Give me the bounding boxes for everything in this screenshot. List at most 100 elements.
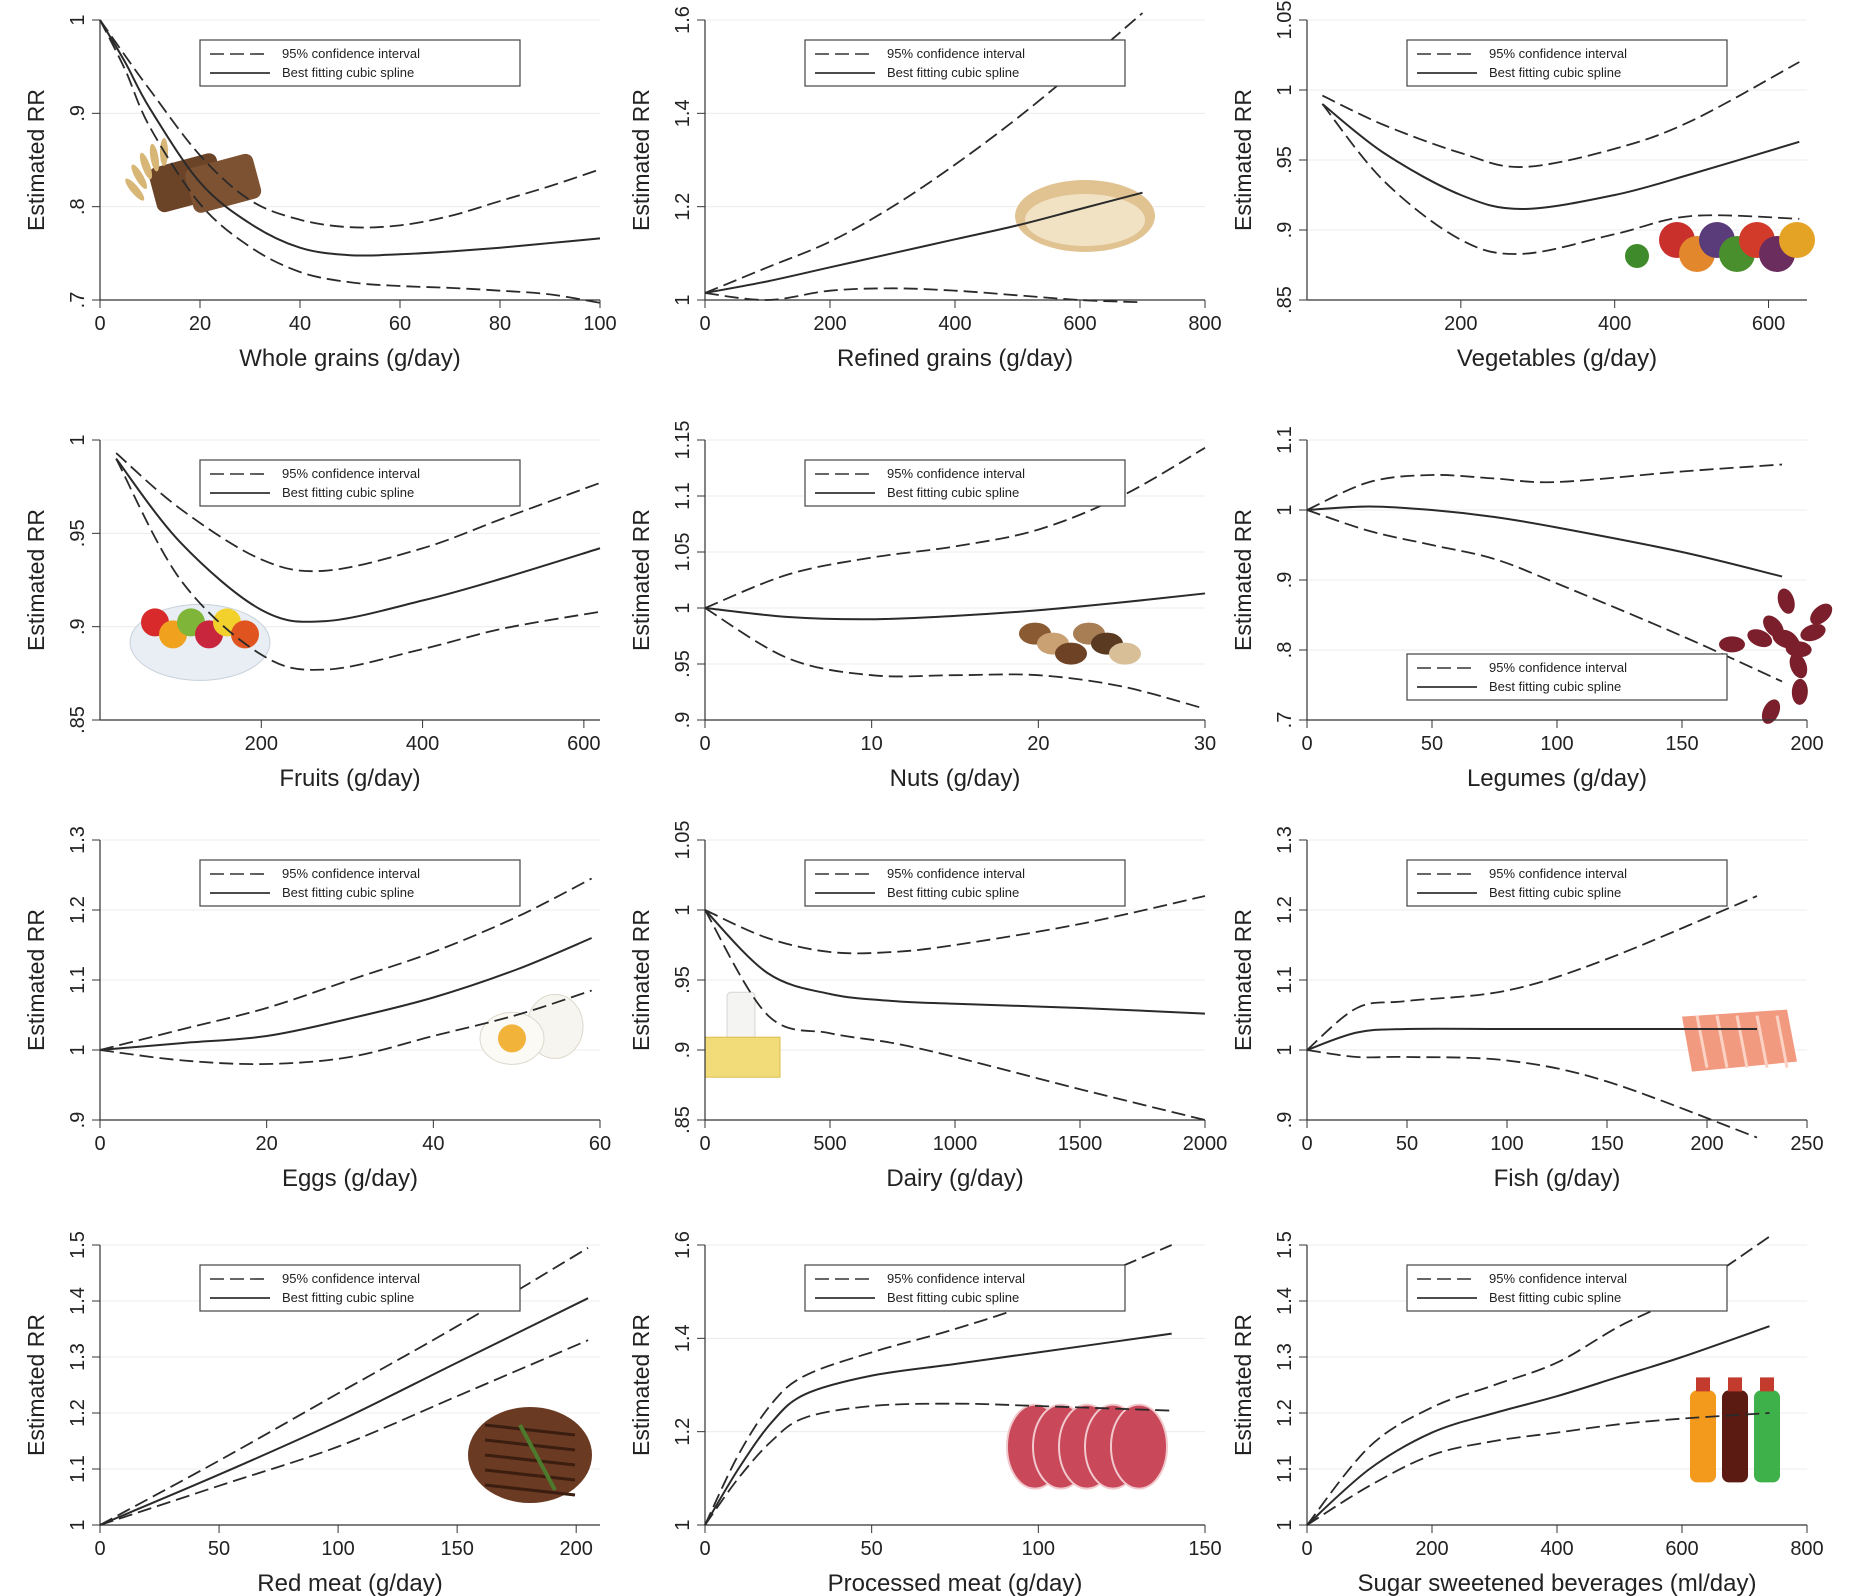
x-tick-label: 60 <box>589 1133 611 1155</box>
y-tick-label: 1.5 <box>1274 1231 1296 1259</box>
chart-panel: 0 20 40 60 .9 1 1.1 1.2 1.3 Eggs (g/day) Estimated… <box>23 826 611 1192</box>
grain-stalk-shape <box>149 143 160 172</box>
salami-slices-photo <box>1006 1403 1168 1490</box>
x-tick-label: 20 <box>256 1133 278 1155</box>
cheese-shape <box>704 1036 781 1078</box>
y-axis-label: Estimated RR <box>628 1314 654 1456</box>
herb-sprig-shape <box>518 1424 557 1491</box>
spline-line <box>704 191 1143 294</box>
spline-line <box>1306 1027 1757 1051</box>
legend-box <box>199 459 521 507</box>
x-axis-label: Dairy (g/day) <box>886 1165 1023 1192</box>
y-axis-label: Estimated RR <box>1230 89 1256 231</box>
legend-label-ci: 95% confidence interval <box>282 46 420 61</box>
y-axis-label: Estimated RR <box>628 509 654 651</box>
legend-label-spline: Best fitting cubic spline <box>887 885 1019 900</box>
x-tick-label: 40 <box>422 1133 444 1155</box>
x-tick-label: 200 <box>560 1538 593 1560</box>
legend-label-ci: 95% confidence interval <box>1489 866 1627 881</box>
x-tick-label: 150 <box>1590 1133 1623 1155</box>
y-tick-label: .85 <box>67 706 89 734</box>
ci-line <box>99 989 592 1066</box>
y-axis-label: Estimated RR <box>23 89 49 231</box>
x-tick-label: 60 <box>389 313 411 335</box>
legend-label-ci: 95% confidence interval <box>887 866 1025 881</box>
legend-label-spline: Best fitting cubic spline <box>282 65 414 80</box>
chart-panel: 0 20 40 60 80 100 .7 .8 .9 1 Whole grains (g/day) E… <box>23 14 617 372</box>
yolk-shape <box>498 1024 526 1053</box>
y-tick-label: 1 <box>1274 84 1296 95</box>
fruit-bowl-photo <box>129 603 271 681</box>
y-tick-label: 1 <box>67 434 89 445</box>
salami-slice-shape <box>1110 1403 1168 1490</box>
spline-line <box>1321 103 1800 211</box>
y-tick-label: 1.4 <box>1274 1287 1296 1315</box>
salmon-stripe-shape <box>1775 1015 1789 1068</box>
legend-label-ci: 95% confidence interval <box>1489 660 1627 675</box>
y-tick-label: .9 <box>1274 572 1296 589</box>
y-tick-label: 1 <box>672 904 694 915</box>
legend-label-ci: 95% confidence interval <box>887 1271 1025 1286</box>
y-tick-label: 1.4 <box>67 1287 89 1315</box>
grill-mark-shape <box>484 1468 576 1482</box>
y-axis-label: Estimated RR <box>628 89 654 231</box>
bread-and-grain-photo <box>125 138 262 213</box>
y-tick-label: 1 <box>67 1519 89 1530</box>
salmon-stripe-shape <box>1735 1015 1749 1068</box>
y-tick-label: .8 <box>1274 642 1296 659</box>
chart-panel: 0 50 100 150 200 250 .9 1 1.1 1.2 1.3 Fish (g/day) E… <box>1230 826 1824 1192</box>
x-tick-label: 50 <box>1396 1133 1418 1155</box>
grill-mark-shape <box>484 1483 576 1497</box>
y-tick-label: .9 <box>1274 222 1296 239</box>
spline-line <box>1306 505 1783 578</box>
chart-panel: 0 200 400 600 800 1 1.2 1.4 1.6 Refined grains (g… <box>628 6 1222 372</box>
bean-shape <box>1719 636 1745 653</box>
x-tick-label: 500 <box>813 1133 846 1155</box>
x-tick-label: 600 <box>1752 313 1785 335</box>
loaf-crumb-shape <box>1025 194 1145 246</box>
x-tick-label: 150 <box>1665 733 1698 755</box>
salmon-stripe-shape <box>1755 1015 1769 1068</box>
x-tick-label: 0 <box>94 1133 105 1155</box>
y-tick-label: 1.4 <box>672 1324 694 1352</box>
y-tick-label: 1.1 <box>672 482 694 510</box>
spline-line <box>115 458 601 623</box>
y-tick-label: .9 <box>67 618 89 635</box>
y-axis-label: Estimated RR <box>23 1314 49 1456</box>
x-tick-label: 20 <box>1027 733 1049 755</box>
y-tick-label: 1.5 <box>67 1231 89 1259</box>
spline-line <box>99 19 601 257</box>
y-tick-label: 1 <box>1274 504 1296 515</box>
spline-line <box>99 1297 589 1526</box>
x-tick-label: 200 <box>1415 1538 1448 1560</box>
bottle-shape <box>1754 1390 1780 1483</box>
legend-box <box>1406 653 1728 701</box>
x-tick-label: 20 <box>189 313 211 335</box>
ci-line <box>1306 463 1783 511</box>
x-tick-label: 30 <box>1194 733 1216 755</box>
x-tick-label: 0 <box>94 1538 105 1560</box>
y-tick-label: 1.1 <box>1274 1455 1296 1483</box>
legend-box <box>804 1264 1126 1312</box>
legend-label-ci: 95% confidence interval <box>887 46 1025 61</box>
x-tick-label: 50 <box>861 1538 883 1560</box>
grill-mark-shape <box>484 1423 576 1437</box>
milk-and-cheese-photo <box>704 991 781 1078</box>
chart-panel: 0 50 100 150 200 1 1.1 1.2 1.3 1.4 1.5 Red meat (g/… <box>23 1231 600 1596</box>
ci-line <box>99 877 593 1051</box>
x-tick-label: 200 <box>1790 733 1823 755</box>
x-tick-label: 0 <box>699 313 710 335</box>
x-tick-label: 40 <box>289 313 311 335</box>
legend-label-spline: Best fitting cubic spline <box>887 65 1019 80</box>
y-tick-label: 1.2 <box>67 1399 89 1427</box>
y-tick-label: 1.2 <box>1274 1399 1296 1427</box>
bean-shape <box>1789 653 1808 679</box>
y-tick-label: .9 <box>67 1112 89 1129</box>
vegetable-shape <box>1779 222 1815 258</box>
bean-shape <box>1763 615 1784 638</box>
fruit-shape <box>231 620 259 649</box>
broccoli-shape <box>1625 244 1649 268</box>
legend-box <box>1406 859 1728 907</box>
x-axis-label: Red meat (g/day) <box>257 1570 442 1596</box>
